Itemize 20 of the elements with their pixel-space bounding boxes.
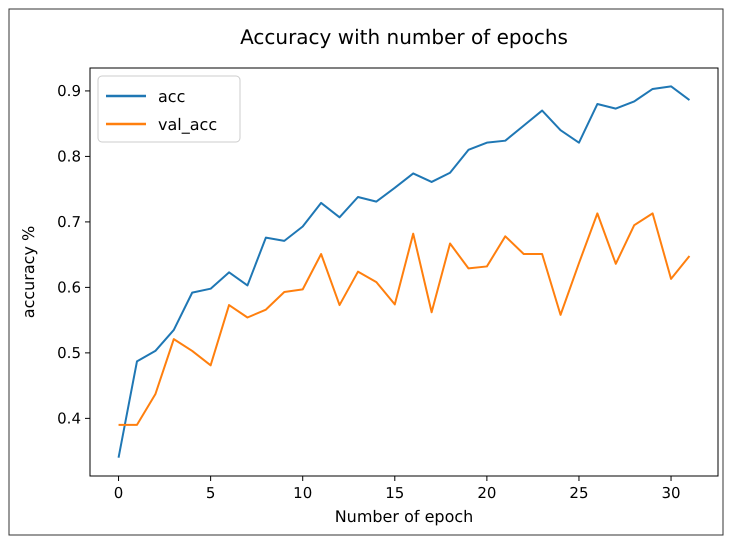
legend-label: acc [158,87,186,106]
y-tick-label: 0.6 [57,278,81,296]
y-tick-label: 0.5 [57,344,81,362]
x-tick-label: 30 [661,484,681,502]
y-tick-label: 0.7 [57,212,81,231]
x-tick-label: 20 [477,484,496,502]
y-axis-title: accuracy % [19,226,38,318]
y-tick-label: 0.9 [57,82,81,100]
x-tick-label: 25 [569,484,589,502]
x-tick-label: 5 [206,484,216,502]
x-tick-label: 0 [114,484,124,502]
y-tick-label: 0.4 [57,409,81,428]
x-axis-title: Number of epoch [334,507,474,526]
chart-title: Accuracy with number of epochs [240,25,568,49]
line-series [118,212,690,426]
line-series [118,85,690,459]
x-tick-label: 10 [293,484,312,502]
y-tick-label: 0.8 [57,147,81,166]
x-tick-label: 15 [385,484,404,502]
legend-label: val_acc [158,115,218,134]
